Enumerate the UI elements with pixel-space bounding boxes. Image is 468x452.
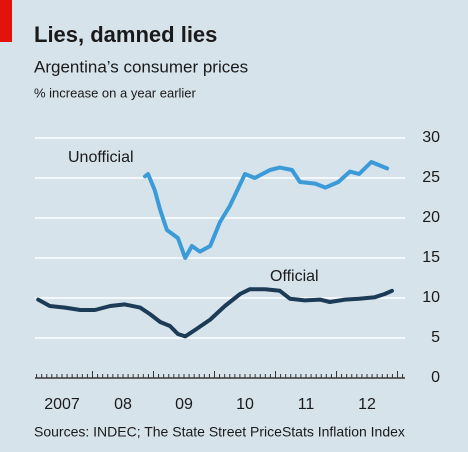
x-tick-label: 10 <box>236 396 254 413</box>
x-tick-label: 11 <box>298 396 315 413</box>
annotation: Unofficial <box>68 149 134 166</box>
y-tick-label: 0 <box>431 369 440 386</box>
y-tick-label: 10 <box>422 289 440 306</box>
series-line <box>36 287 394 339</box>
accent-box <box>0 0 12 42</box>
x-tick-label: 12 <box>358 396 376 413</box>
x-tick-label: 2007 <box>44 396 80 413</box>
x-tick-label: 09 <box>175 396 193 413</box>
x-tick-label: 08 <box>114 396 132 413</box>
series-line <box>143 160 390 260</box>
source: Sources: INDEC; The State Street PriceSt… <box>34 424 405 440</box>
unit-label: % increase on a year earlier <box>34 85 197 100</box>
y-tick-label: 5 <box>431 329 440 346</box>
y-tick-label: 25 <box>422 169 440 186</box>
y-tick-label: 15 <box>422 249 440 266</box>
y-tick-label: 20 <box>422 209 440 226</box>
chart-subtitle: Argentina’s consumer prices <box>34 57 248 76</box>
chart-title: Lies, damned lies <box>34 22 217 47</box>
y-tick-label: 30 <box>422 129 440 146</box>
annotation: Official <box>270 268 319 285</box>
